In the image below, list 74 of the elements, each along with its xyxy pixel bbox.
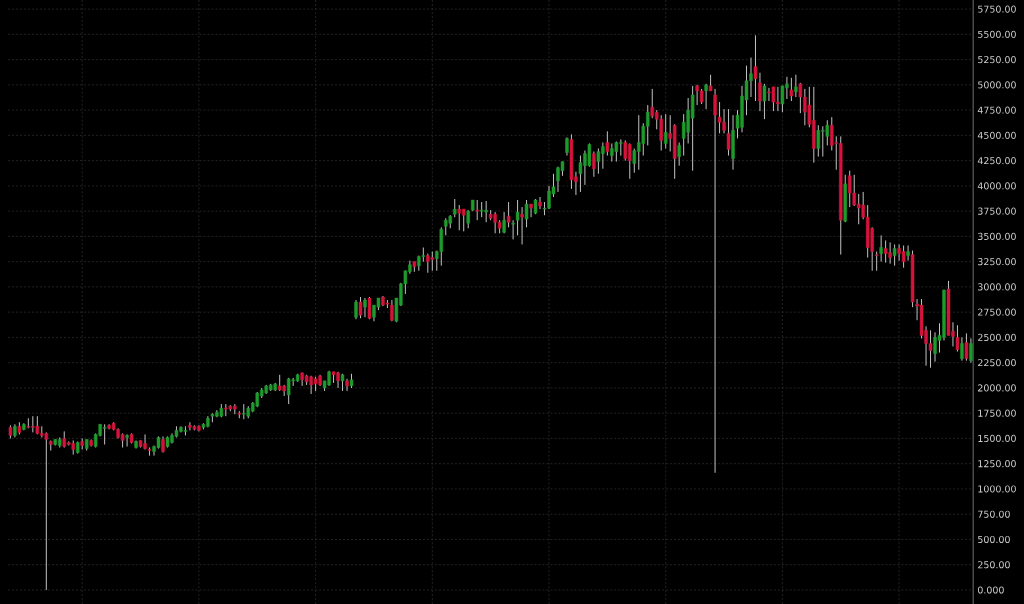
candlestick bbox=[426, 253, 430, 274]
candlestick bbox=[848, 170, 852, 208]
candlestick bbox=[663, 113, 668, 149]
candlestick bbox=[964, 332, 969, 362]
candlestick bbox=[928, 329, 933, 369]
candlestick bbox=[623, 139, 628, 162]
candlestick bbox=[704, 83, 708, 110]
y-tick-label: 0.000 bbox=[977, 586, 1004, 594]
candlestick bbox=[363, 297, 367, 318]
candlestick bbox=[892, 243, 897, 267]
candlestick bbox=[578, 155, 583, 193]
y-tick-label: 5500.00 bbox=[978, 30, 1016, 38]
y-tick-label: 750.00 bbox=[978, 510, 1010, 518]
candlestick bbox=[888, 241, 892, 265]
y-tick-label: 3750.00 bbox=[978, 207, 1016, 215]
y-tick-label: 5000.00 bbox=[978, 81, 1016, 89]
candlestick bbox=[614, 140, 619, 163]
candlestick bbox=[453, 198, 457, 218]
candlestick bbox=[901, 244, 906, 269]
y-tick-label: 4500.00 bbox=[977, 131, 1016, 139]
candlestick bbox=[856, 193, 861, 225]
candlestick bbox=[475, 199, 479, 221]
candlestick bbox=[44, 431, 49, 591]
candlestick bbox=[358, 296, 363, 319]
candlestick bbox=[529, 203, 533, 218]
y-tick-label: 4250.00 bbox=[977, 156, 1016, 165]
y-tick-label: 250.00 bbox=[978, 561, 1010, 569]
candlestick bbox=[960, 336, 964, 362]
y-tick-label: 4000.00 bbox=[977, 182, 1016, 190]
candlestick bbox=[726, 108, 731, 157]
y-tick-label: 3500.00 bbox=[978, 232, 1016, 240]
y-tick-label: 3000.00 bbox=[978, 283, 1016, 291]
candlestick bbox=[879, 234, 883, 263]
candlestick bbox=[354, 299, 358, 320]
candlestick bbox=[830, 116, 834, 151]
y-tick-label: 1250.00 bbox=[978, 460, 1016, 468]
candlestick bbox=[286, 377, 291, 405]
candlestick bbox=[461, 208, 466, 232]
y-tick-label: 2500.00 bbox=[978, 333, 1016, 341]
candlestick bbox=[906, 244, 910, 262]
y-tick-label: 1000.00 bbox=[978, 485, 1016, 493]
candlestick bbox=[677, 141, 681, 167]
y-tick-label: 5250.00 bbox=[978, 55, 1016, 64]
y-tick-label: 5750.00 bbox=[978, 5, 1016, 13]
y-tick-label: 2250.00 bbox=[978, 359, 1016, 367]
candlestick bbox=[592, 150, 596, 178]
candlestick bbox=[762, 83, 767, 120]
candlestick bbox=[102, 423, 107, 445]
candlestick bbox=[816, 124, 821, 158]
y-tick-label: 500.00 bbox=[978, 535, 1010, 543]
candlestick bbox=[565, 136, 569, 157]
candlestick bbox=[610, 142, 614, 163]
y-tick-label: 3250.00 bbox=[978, 258, 1016, 266]
candlestick bbox=[825, 119, 830, 146]
candlestick bbox=[771, 86, 776, 112]
candlestick bbox=[874, 250, 879, 272]
candlestick bbox=[538, 196, 542, 210]
candlestick bbox=[520, 206, 524, 245]
y-tick-label: 1500.00 bbox=[978, 434, 1016, 442]
y-tick-label: 1750.00 bbox=[978, 409, 1016, 417]
y-tick-label: 2750.00 bbox=[978, 308, 1016, 316]
candlestick bbox=[690, 85, 695, 172]
candlestick bbox=[511, 219, 515, 240]
candlestick bbox=[969, 337, 973, 364]
candlestick bbox=[659, 114, 663, 151]
candlestick bbox=[484, 200, 488, 223]
candlestick bbox=[883, 239, 888, 264]
candlestick bbox=[794, 74, 798, 98]
candlestick bbox=[789, 77, 794, 102]
candlestick bbox=[125, 433, 129, 447]
y-tick-label: 2000.00 bbox=[978, 384, 1016, 392]
candlestick bbox=[430, 250, 435, 272]
candlestick bbox=[439, 226, 444, 267]
y-tick-label: 4750.00 bbox=[977, 106, 1016, 114]
